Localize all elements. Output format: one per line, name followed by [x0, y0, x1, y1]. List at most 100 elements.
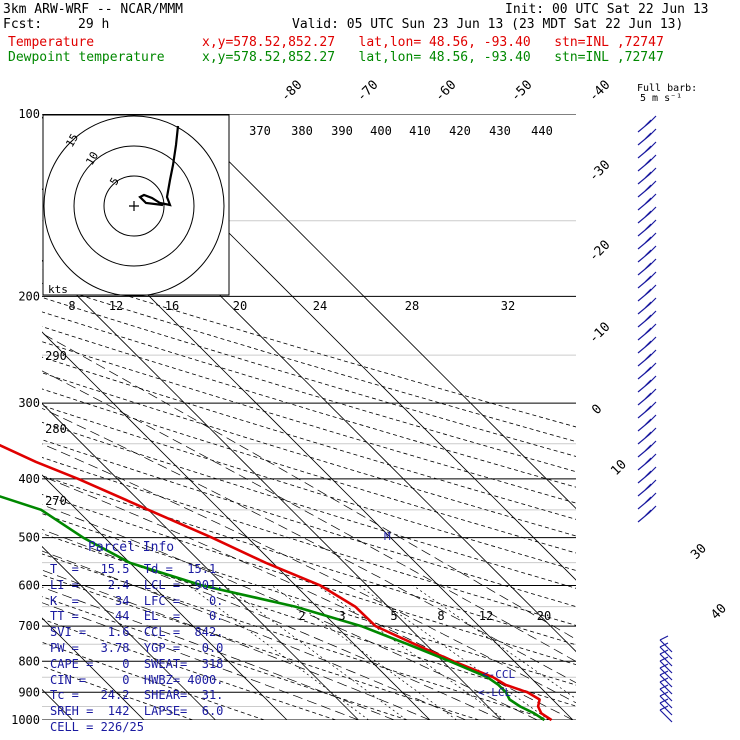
dewpoint-legend: Dewpoint temperature	[8, 50, 165, 65]
hodograph-origin	[129, 201, 139, 211]
wind-barb	[637, 349, 657, 367]
isotherm-label: 30	[688, 541, 710, 563]
moist-adiabat-line	[42, 407, 576, 684]
parcel-info-row: LI = 2.4 LCL = 901.	[50, 577, 224, 592]
hodograph-speed-label: 28	[405, 299, 419, 313]
dry-adiabat-line	[42, 268, 576, 428]
theta-label: 290	[45, 349, 67, 363]
hodograph-ring-label: 10	[83, 150, 101, 168]
isotherm-label: -40	[586, 78, 613, 105]
mixing-ratio-label: 12	[479, 609, 493, 623]
hodograph-units-label: kts	[48, 283, 68, 296]
wind-barb	[637, 154, 657, 172]
mixing-ratio-line	[317, 585, 506, 720]
pressure-tick-label: 300	[18, 396, 40, 410]
parcel-info-panel: Parcel Info T = 15.5 Td = 15.1 LI = 2.4 L…	[44, 540, 234, 734]
hodograph-speed-label: 8	[68, 299, 75, 313]
wind-barb	[659, 656, 673, 674]
isotherm-line	[42, 474, 288, 720]
theta-label: 390	[331, 124, 353, 138]
wind-barb	[659, 698, 673, 716]
dry-adiabat-line	[42, 326, 576, 488]
parcel-info-row: CELL = 226/25	[50, 720, 144, 734]
theta-label: 430	[489, 124, 511, 138]
wind-barb	[637, 284, 657, 302]
theta-label: 280	[45, 422, 67, 436]
mixing-ratio-line	[412, 585, 576, 700]
pressure-tick-label: 400	[18, 472, 40, 486]
hodograph-speed-label: 32	[501, 299, 515, 313]
wind-barb	[637, 193, 657, 211]
wind-barb	[637, 505, 657, 523]
wind-barb	[637, 219, 657, 237]
theta-label: 420	[449, 124, 471, 138]
hodograph-ring	[73, 145, 195, 267]
moist-adiabat-line	[42, 475, 574, 720]
isotherm-line	[42, 331, 431, 720]
moist-adiabat-line	[42, 370, 576, 662]
pressure-tick-label: 200	[18, 289, 40, 303]
wind-barb	[659, 691, 673, 709]
wind-barb	[637, 375, 657, 393]
moist-adiabat-line	[42, 550, 466, 720]
dewpoint-location: x,y=578.52,852.27 lat,lon= 48.56, -93.40…	[202, 50, 664, 65]
moist-adiabat-line	[42, 602, 359, 720]
isotherm-label: -30	[586, 158, 613, 185]
wind-barb	[637, 232, 657, 250]
isotherm-label: -70	[354, 78, 381, 105]
theta-label: 400	[370, 124, 392, 138]
pressure-tick-label: 700	[18, 619, 40, 633]
wind-barb	[637, 141, 657, 159]
wind-barb	[637, 427, 657, 445]
barb-note-units: 5 m s⁻¹	[640, 93, 683, 104]
pressure-tick-label: 1000	[11, 713, 40, 727]
moist-adiabat-line	[42, 332, 576, 640]
wind-barb	[637, 245, 657, 263]
model-title: 3km ARW-WRF -- NCAR/MMM	[3, 2, 184, 17]
pressure-tick-label: 800	[18, 654, 40, 668]
wind-barb	[659, 684, 673, 702]
isotherm-line	[42, 545, 216, 720]
chart-annotation: <-CCL	[482, 668, 515, 681]
chart-annotation: <-LCL	[478, 686, 511, 699]
theta-label: 440	[531, 124, 553, 138]
wind-barb	[637, 440, 657, 458]
init-time: Init: 00 UTC Sat 22 Jun 13	[505, 2, 709, 17]
mixing-ratio-label: 20	[537, 609, 551, 623]
hodograph-ring	[43, 115, 225, 297]
hodograph-ring-label: 15	[63, 132, 81, 150]
theta-label: 380	[291, 124, 313, 138]
chart-annotation: M	[384, 530, 391, 543]
temperature-legend: Temperature	[8, 35, 95, 50]
wind-barb	[637, 401, 657, 419]
temperature-location: x,y=578.52,852.27 lat,lon= 48.56, -93.40…	[202, 35, 664, 50]
isotherm-label: -20	[586, 238, 613, 265]
dry-adiabat-line	[42, 282, 576, 442]
wind-barb	[659, 663, 673, 681]
isotherm-line	[0, 114, 1, 720]
moist-adiabat-line	[42, 586, 395, 720]
wind-barbs	[637, 115, 673, 723]
pressure-tick-label: 600	[18, 579, 40, 593]
dry-adiabat-line	[42, 494, 576, 666]
theta-label: 370	[249, 124, 271, 138]
theta-label: 270	[45, 494, 67, 508]
hodograph-speed-label: 24	[313, 299, 327, 313]
hodograph-ring	[103, 175, 165, 237]
hodograph-trace	[138, 125, 180, 207]
dry-adiabat-line	[42, 665, 194, 720]
wind-barb	[637, 310, 657, 328]
moist-adiabat-line	[42, 443, 576, 704]
hodograph-speed-label: 16	[165, 299, 179, 313]
hodograph-speed-label: 12	[109, 299, 123, 313]
wind-barb	[637, 414, 657, 432]
parcel-info-row: K = 34 LFC = 0.	[50, 593, 224, 608]
wind-barb	[637, 453, 657, 471]
wind-barb	[637, 362, 657, 380]
parcel-info-title: Parcel Info	[88, 540, 175, 555]
mixing-ratio-label: 5	[390, 609, 397, 623]
isotherm-line	[42, 402, 359, 720]
wind-barb	[659, 705, 673, 723]
isotherm-label: -10	[586, 320, 613, 347]
